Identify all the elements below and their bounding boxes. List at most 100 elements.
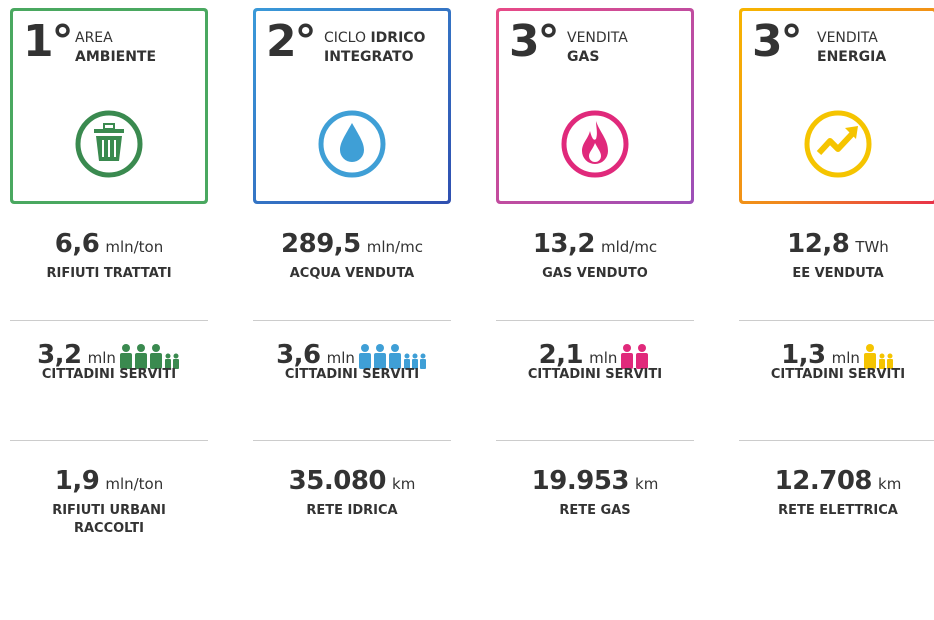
rank: 1° xyxy=(23,16,74,67)
stat-label: RIFIUTI URBANI RACCOLTI xyxy=(52,503,166,536)
stat-value: 12,8 xyxy=(787,229,850,259)
category-card: 3° VENDITA ENERGIA xyxy=(739,8,934,204)
stat-label: CITTADINI SERVITI xyxy=(770,367,906,382)
stat: 289,5 mln/mc ACQUA VENDUTA xyxy=(253,229,451,283)
title-part: CICLO xyxy=(324,30,366,46)
separator xyxy=(739,320,934,321)
stat-value-row: 19.953 km xyxy=(496,466,694,500)
title-line: GAS xyxy=(567,48,628,67)
stat: 2,1 mln CITTADINI SERVITI xyxy=(496,340,694,384)
people-icon xyxy=(119,344,179,369)
stat-unit: mln/ton xyxy=(105,475,164,493)
stat-unit: km xyxy=(635,475,659,493)
stat-value: 1,9 xyxy=(54,466,100,496)
category-card: 2° CICLO IDRICO INTEGRATO xyxy=(253,8,451,204)
stat: 12.708 km RETE ELETTRICA xyxy=(739,466,934,520)
stat-value: 35.080 xyxy=(288,466,387,496)
stat: 3,2 mln CITTADINI SERVITI xyxy=(10,340,208,384)
separator xyxy=(496,440,694,441)
stat: 1,3 mln CITTADINI SERVITI xyxy=(739,340,934,384)
title-line: VENDITA xyxy=(817,29,886,48)
stat-value-row: 35.080 km xyxy=(253,466,451,500)
stat-label: RETE IDRICA xyxy=(306,503,398,518)
stat-label: RETE GAS xyxy=(559,503,631,518)
card-inner: 2° CICLO IDRICO INTEGRATO xyxy=(256,11,448,201)
stat-label: GAS VENDUTO xyxy=(542,266,648,281)
stat: 19.953 km RETE GAS xyxy=(496,466,694,520)
category-icon xyxy=(804,110,872,178)
stat-value: 1,3 xyxy=(781,340,826,370)
stat: 35.080 km RETE IDRICA xyxy=(253,466,451,520)
category-title: AREA AMBIENTE xyxy=(75,29,156,67)
stat-unit: km xyxy=(392,475,416,493)
stat-value-row: 289,5 mln/mc xyxy=(253,229,451,263)
stat-value: 12.708 xyxy=(774,466,873,496)
rank: 2° xyxy=(266,16,317,67)
people-icon xyxy=(358,344,426,369)
category-title: VENDITA ENERGIA xyxy=(817,29,886,67)
stat-unit: km xyxy=(878,475,902,493)
title-part: ENERGIA xyxy=(817,49,887,65)
category-card: 3° VENDITA GAS xyxy=(496,8,694,204)
stat-value: 3,6 xyxy=(276,340,321,370)
stat: 6,6 mln/ton RIFIUTI TRATTATI xyxy=(10,229,208,283)
stat: 3,6 mln CITTADINI SERVITI xyxy=(253,340,451,384)
stat-unit: mln/ton xyxy=(105,238,164,256)
stat-value-row: 1,3 mln xyxy=(739,340,934,374)
stat-value: 13,2 xyxy=(532,229,596,259)
title-part: VENDITA xyxy=(567,30,628,46)
stat-label: EE VENDUTA xyxy=(792,266,884,281)
stat-label: CITTADINI SERVITI xyxy=(284,367,420,382)
category-icon xyxy=(561,110,629,178)
category-card: 1° AREA AMBIENTE xyxy=(10,8,208,204)
title-part: AREA xyxy=(75,30,113,46)
title-line: AREA xyxy=(75,29,156,48)
category-icon xyxy=(75,110,143,178)
stat-unit: mln xyxy=(87,349,116,367)
stat-value-row: 3,2 mln xyxy=(10,340,208,374)
title-line: AMBIENTE xyxy=(75,48,156,67)
stat-value-row: 6,6 mln/ton xyxy=(10,229,208,263)
title-part: VENDITA xyxy=(817,30,878,46)
category-icon xyxy=(318,110,386,178)
separator xyxy=(10,320,208,321)
stat-label: CITTADINI SERVITI xyxy=(527,367,663,382)
title-part: INTEGRATO xyxy=(324,49,414,65)
stat-value-row: 12,8 TWh xyxy=(739,229,934,263)
category-title: CICLO IDRICO INTEGRATO xyxy=(324,29,425,67)
title-line: VENDITA xyxy=(567,29,628,48)
stat-value-row: 12.708 km xyxy=(739,466,934,500)
stat-label: RIFIUTI TRATTATI xyxy=(46,266,172,281)
stat-value: 19.953 xyxy=(531,466,630,496)
people-icon xyxy=(621,344,649,369)
stat-unit: mln/mc xyxy=(366,238,423,256)
title-part: AMBIENTE xyxy=(75,49,157,65)
stat-label: RETE ELETTRICA xyxy=(778,503,898,518)
stat-value-row: 3,6 mln xyxy=(253,340,451,374)
category-title: VENDITA GAS xyxy=(567,29,628,67)
stat-unit: mln xyxy=(326,349,355,367)
title-line: INTEGRATO xyxy=(324,48,425,67)
title-part: GAS xyxy=(567,49,600,65)
separator xyxy=(739,440,934,441)
separator xyxy=(253,440,451,441)
stat-unit: mld/mc xyxy=(600,238,658,256)
card-inner: 3° VENDITA ENERGIA xyxy=(742,11,934,201)
separator xyxy=(253,320,451,321)
title-line: ENERGIA xyxy=(817,48,886,67)
stat: 1,9 mln/ton RIFIUTI URBANI RACCOLTI xyxy=(10,466,208,538)
stat-label: CITTADINI SERVITI xyxy=(41,367,177,382)
stat-unit: TWh xyxy=(855,238,889,256)
separator xyxy=(496,320,694,321)
stat-value: 3,2 xyxy=(37,340,82,370)
stat-unit: mln xyxy=(589,349,618,367)
stat-value-row: 1,9 mln/ton xyxy=(10,466,208,500)
stat-unit: mln xyxy=(831,349,860,367)
people-icon xyxy=(863,344,893,369)
stat: 13,2 mld/mc GAS VENDUTO xyxy=(496,229,694,283)
card-inner: 3° VENDITA GAS xyxy=(499,11,691,201)
title-line: CICLO IDRICO xyxy=(324,29,425,48)
stat-value: 289,5 xyxy=(281,229,361,259)
stat-value-row: 2,1 mln xyxy=(496,340,694,374)
